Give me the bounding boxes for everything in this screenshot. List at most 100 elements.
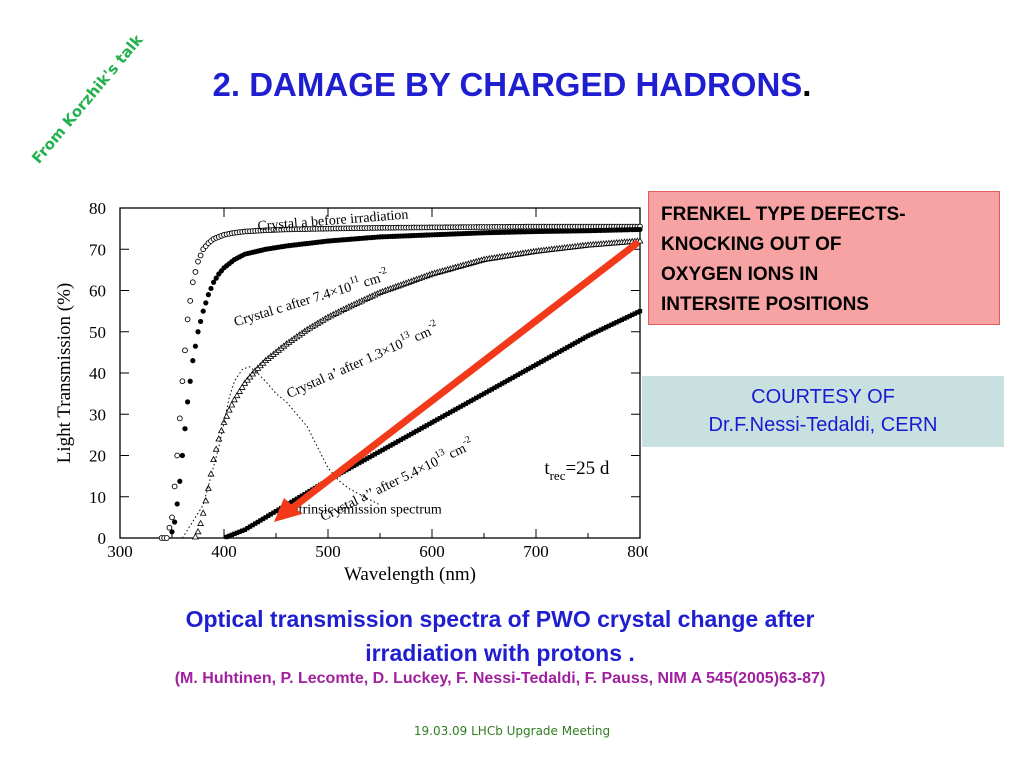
data-point (171, 483, 178, 490)
data-point (552, 352, 557, 357)
figure-caption: Optical transmission spectra of PWO crys… (60, 602, 940, 670)
data-point (484, 389, 489, 395)
data-point (440, 414, 445, 419)
transmission-chart: 300 400 500 600 700 800 0 10 20 30 40 50 60 70 80 Wavel… (54, 199, 648, 585)
data-point (461, 402, 466, 408)
frenkel-defects-note: FRENKEL TYPE DEFECTS- KNOCKING OUT OF OX… (648, 191, 1000, 325)
data-point (207, 470, 215, 477)
data-point (419, 426, 424, 431)
x-tick-label: 600 (419, 542, 445, 561)
data-point (557, 349, 562, 354)
data-point (416, 427, 422, 432)
data-point (200, 308, 206, 314)
data-point (253, 521, 258, 526)
slide-title: 2. DAMAGE BY CHARGED HADRONS. (0, 66, 1024, 104)
annotation-part: rec (550, 468, 566, 483)
data-point (182, 347, 188, 354)
slide-title-text: 2. DAMAGE BY CHARGED HADRONS (212, 66, 803, 103)
data-point (255, 519, 260, 525)
series-label-part: cm (358, 271, 382, 291)
data-point (414, 428, 419, 434)
data-point (567, 343, 572, 349)
data-point (187, 378, 193, 384)
arrow-shaft (287, 240, 640, 513)
data-point (195, 329, 201, 335)
data-point (230, 395, 238, 403)
series-0 (158, 223, 643, 541)
data-point (531, 363, 536, 369)
data-point (497, 382, 502, 388)
data-point (619, 317, 624, 322)
data-point (243, 376, 251, 383)
data-point (627, 313, 632, 319)
series-label: Intrinsic emission spectrum (287, 502, 442, 517)
recovery-time-annotation: trec=25 d (544, 458, 610, 483)
data-point (380, 447, 385, 453)
series-2 (191, 237, 644, 540)
data-point (562, 346, 567, 352)
data-point (351, 463, 357, 469)
y-tick-label: 40 (89, 364, 106, 383)
data-point (624, 315, 630, 320)
y-tick-label: 20 (89, 447, 106, 466)
data-point (203, 300, 209, 306)
data-point (505, 378, 510, 383)
data-point (554, 351, 559, 356)
data-point (242, 527, 247, 532)
data-point (174, 501, 180, 507)
data-point (179, 378, 186, 385)
data-point (223, 412, 231, 419)
data-point (247, 524, 253, 529)
data-point (192, 269, 199, 275)
data-point (189, 279, 196, 286)
data-point (565, 345, 570, 350)
data-point (297, 495, 302, 500)
data-point (606, 323, 611, 329)
x-tick-label: 800 (627, 542, 648, 561)
data-point (523, 368, 528, 373)
data-point (241, 379, 249, 386)
data-point (494, 384, 500, 389)
caption-line: irradiation with protons . (365, 640, 635, 666)
data-point (518, 371, 523, 376)
data-point (637, 308, 643, 314)
x-axis-label: Wavelength (nm) (344, 564, 476, 585)
data-point (357, 460, 362, 466)
x-tick-label: 300 (107, 542, 133, 561)
reference-citation: (M. Huhtinen, P. Lecomte, D. Luckey, F. … (174, 670, 826, 687)
data-point (225, 406, 233, 413)
series-4 (181, 366, 381, 539)
data-point (466, 400, 471, 405)
data-point (630, 312, 635, 318)
data-point (227, 533, 232, 539)
y-tick-label: 50 (89, 323, 106, 342)
data-point (169, 514, 175, 521)
data-point (172, 519, 178, 525)
x-tick-label: 700 (523, 542, 549, 561)
annotation-part: t (544, 458, 550, 479)
data-point (583, 335, 588, 340)
data-point (393, 440, 398, 445)
data-point (536, 361, 541, 366)
data-point (435, 417, 440, 422)
data-point (448, 410, 453, 415)
data-point (520, 369, 526, 375)
data-point (238, 383, 246, 390)
series-label-part: 13 (433, 447, 447, 461)
data-point (502, 379, 507, 385)
data-point (182, 426, 188, 432)
series-line (181, 366, 381, 539)
data-point (169, 529, 175, 535)
data-point (432, 418, 437, 424)
data-point (632, 311, 637, 316)
data-point (187, 297, 194, 304)
data-point (194, 527, 202, 535)
y-tick-label: 0 (98, 529, 107, 548)
annotation-part: =25 d (565, 458, 609, 479)
data-point (163, 535, 170, 541)
data-point (299, 493, 305, 498)
data-point (176, 415, 183, 422)
arrow-head (274, 498, 302, 522)
data-point (476, 394, 481, 399)
series-1 (169, 226, 643, 535)
